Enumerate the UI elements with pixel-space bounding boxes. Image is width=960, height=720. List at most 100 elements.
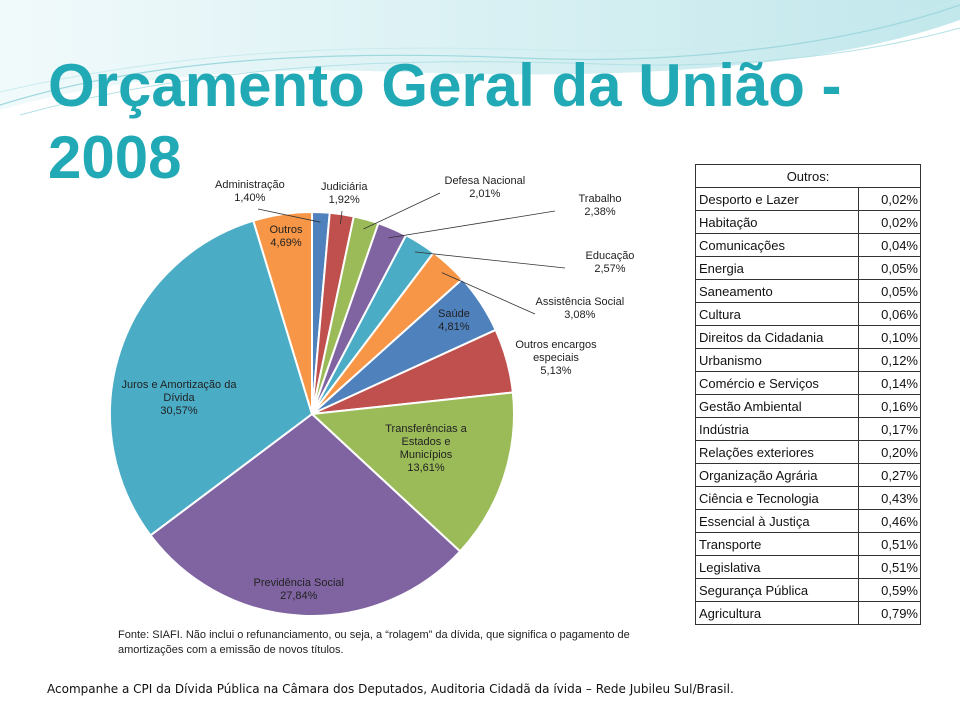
pie-leader-lines bbox=[257, 192, 566, 315]
others-row-habitacao: Habitação 0,02% bbox=[695, 210, 921, 234]
leader-line-educacao bbox=[414, 251, 566, 269]
others-row-value: 0,51% bbox=[858, 532, 921, 556]
others-row-name: Transporte bbox=[695, 532, 859, 556]
others-row-value: 0,12% bbox=[858, 348, 921, 372]
others-row-direitos-da-cidadania: Direitos da Cidadania 0,10% bbox=[695, 325, 921, 349]
others-row-name: Comércio e Serviços bbox=[695, 371, 859, 395]
data-label-name: Administração bbox=[215, 179, 285, 191]
others-row-name: Essencial à Justiça bbox=[695, 509, 859, 533]
others-row-organizacao-agraria: Organização Agrária 0,27% bbox=[695, 463, 921, 487]
data-label-value: 27,84% bbox=[280, 590, 318, 602]
others-row-name: Ciência e Tecnologia bbox=[695, 486, 859, 510]
leader-line-administracao bbox=[257, 208, 321, 223]
others-row-value: 0,46% bbox=[858, 509, 921, 533]
others-row-gestao-ambiental: Gestão Ambiental 0,16% bbox=[695, 394, 921, 418]
leader-line-defesa-nacional bbox=[363, 192, 441, 230]
others-row-value: 0,04% bbox=[858, 233, 921, 257]
others-row-name: Indústria bbox=[695, 417, 859, 441]
pie-slice-transferencias-a-estados-e-municipios bbox=[309, 391, 515, 553]
data-label-name: Defesa Nacional bbox=[444, 175, 526, 187]
data-label-value: 4,81% bbox=[438, 321, 470, 333]
data-label-administracao: Administração 1,40% bbox=[215, 179, 285, 205]
slide-title-line-1: Orçamento Geral da União - bbox=[48, 52, 842, 119]
others-row-name: Relações exteriores bbox=[695, 440, 859, 464]
others-row-name: Urbanismo bbox=[695, 348, 859, 372]
data-label-value: 30,57% bbox=[160, 405, 198, 417]
leader-line-assistencia-social bbox=[441, 272, 536, 315]
data-label-trabalho: Trabalho 2,38% bbox=[579, 193, 622, 219]
others-row-name: Energia bbox=[695, 256, 859, 280]
data-label-value: 2,38% bbox=[584, 206, 616, 218]
others-table-body: Desporto e Lazer 0,02% Habitação 0,02% Comun… bbox=[695, 187, 921, 625]
data-label-assistencia-social: Assistência Social 3,08% bbox=[536, 296, 625, 322]
data-label-value: 2,01% bbox=[469, 188, 501, 200]
leader-line-trabalho bbox=[388, 210, 556, 239]
others-row-seguranca-publica: Segurança Pública 0,59% bbox=[695, 578, 921, 602]
data-label-name: Educação bbox=[585, 250, 635, 262]
others-row-name: Habitação bbox=[695, 210, 859, 234]
others-row-name: Gestão Ambiental bbox=[695, 394, 859, 418]
others-table-header: Outros: bbox=[695, 164, 921, 188]
others-row-value: 0,43% bbox=[858, 486, 921, 510]
others-row-name: Desporto e Lazer bbox=[695, 187, 859, 211]
others-row-value: 0,20% bbox=[858, 440, 921, 464]
others-row-name: Cultura bbox=[695, 302, 859, 326]
others-row-value: 0,06% bbox=[858, 302, 921, 326]
others-table-header-row: Outros: bbox=[695, 164, 921, 188]
others-row-value: 0,17% bbox=[858, 417, 921, 441]
others-row-agricultura: Agricultura 0,79% bbox=[695, 601, 921, 625]
data-label-name: Outros bbox=[269, 224, 303, 236]
others-row-value: 0,51% bbox=[858, 555, 921, 579]
data-label-saude: Saúde 4,81% bbox=[438, 308, 470, 334]
others-row-value: 0,16% bbox=[858, 394, 921, 418]
data-label-transferencias-a-estados-e-municipios: Transferências a Estados e Municípios 13,… bbox=[374, 423, 478, 475]
data-label-name: Transferências a Estados e Municípios bbox=[385, 423, 467, 461]
others-row-urbanismo: Urbanismo 0,12% bbox=[695, 348, 921, 372]
others-row-desporto-e-lazer: Desporto e Lazer 0,02% bbox=[695, 187, 921, 211]
data-label-previdencia-social: Previdência Social 27,84% bbox=[254, 577, 345, 603]
others-row-value: 0,27% bbox=[858, 463, 921, 487]
others-row-comercio-e-servicos: Comércio e Serviços 0,14% bbox=[695, 371, 921, 395]
data-label-name: Saúde bbox=[438, 308, 470, 320]
others-table: Outros: Desporto e Lazer 0,02% Habitação 0,… bbox=[695, 164, 921, 625]
others-row-transporte: Transporte 0,51% bbox=[695, 532, 921, 556]
data-label-name: Juros e Amortização da Dívida bbox=[121, 379, 237, 404]
data-label-juros-e-amortizacao-da-divida: Juros e Amortização da Dívida 30,57% bbox=[114, 379, 244, 418]
data-label-value: 13,61% bbox=[407, 462, 445, 474]
others-row-legislativa: Legislativa 0,51% bbox=[695, 555, 921, 579]
slide-title-line-2: 2008 bbox=[48, 124, 182, 191]
others-row-relacoes-exteriores: Relações exteriores 0,20% bbox=[695, 440, 921, 464]
pie-slices bbox=[109, 210, 515, 617]
data-label-name: Previdência Social bbox=[253, 577, 345, 589]
others-row-name: Agricultura bbox=[695, 601, 859, 625]
data-label-defesa-nacional: Defesa Nacional 2,01% bbox=[445, 175, 526, 201]
leader-line-judiciaria bbox=[340, 210, 343, 225]
others-row-industria: Indústria 0,17% bbox=[695, 417, 921, 441]
others-row-ciencia-e-tecnologia: Ciência e Tecnologia 0,43% bbox=[695, 486, 921, 510]
others-row-saneamento: Saneamento 0,05% bbox=[695, 279, 921, 303]
source-note: Fonte: SIAFI. Não inclui o refunanciamen… bbox=[118, 629, 630, 656]
data-label-value: 2,57% bbox=[594, 263, 626, 275]
others-row-name: Organização Agrária bbox=[695, 463, 859, 487]
others-row-name: Comunicações bbox=[695, 233, 859, 257]
others-row-name: Legislativa bbox=[695, 555, 859, 579]
others-row-name: Segurança Pública bbox=[695, 578, 859, 602]
pie-slice-previdencia-social bbox=[149, 412, 462, 617]
others-row-comunicacoes: Comunicações 0,04% bbox=[695, 233, 921, 257]
data-label-value: 1,92% bbox=[328, 194, 360, 206]
data-label-judiciaria: Judiciária 1,92% bbox=[321, 181, 367, 207]
data-label-value: 4,69% bbox=[270, 237, 302, 249]
data-label-value: 1,40% bbox=[234, 192, 266, 204]
data-label-educacao: Educação 2,57% bbox=[586, 250, 635, 276]
others-row-value: 0,79% bbox=[858, 601, 921, 625]
data-label-value: 3,08% bbox=[564, 309, 596, 321]
others-row-name: Direitos da Cidadania bbox=[695, 325, 859, 349]
data-label-value: 5,13% bbox=[540, 365, 572, 377]
others-row-value: 0,05% bbox=[858, 279, 921, 303]
others-row-cultura: Cultura 0,06% bbox=[695, 302, 921, 326]
others-row-value: 0,59% bbox=[858, 578, 921, 602]
others-row-energia: Energia 0,05% bbox=[695, 256, 921, 280]
others-row-value: 0,02% bbox=[858, 187, 921, 211]
others-row-value: 0,05% bbox=[858, 256, 921, 280]
